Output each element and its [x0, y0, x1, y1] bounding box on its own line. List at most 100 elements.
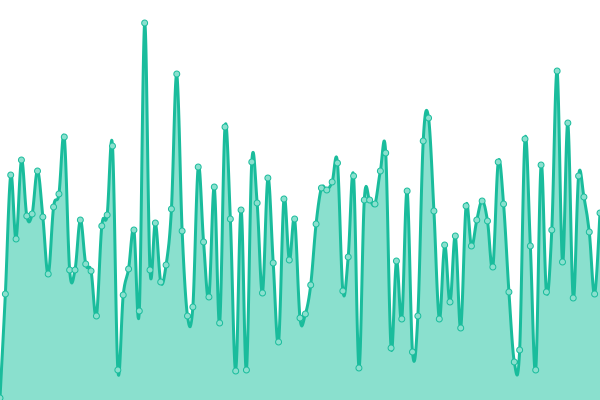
data-point-21: [109, 142, 116, 150]
data-point-61: [323, 186, 331, 194]
data-point-43: [226, 215, 234, 223]
data-point-64: [339, 287, 347, 295]
data-point-77: [409, 348, 416, 356]
data-point-26: [135, 307, 143, 315]
data-point-40: [210, 183, 218, 191]
data-point-44: [232, 367, 240, 375]
data-point-42: [221, 123, 229, 131]
data-point-22: [114, 366, 122, 374]
data-point-98: [521, 135, 529, 143]
data-point-73: [387, 344, 395, 352]
data-point-85: [451, 232, 459, 240]
data-point-46: [242, 366, 250, 374]
data-point-17: [87, 267, 95, 275]
data-point-81: [430, 207, 438, 215]
data-point-57: [301, 310, 309, 318]
data-point-37: [194, 163, 202, 171]
data-point-96: [510, 358, 518, 366]
data-point-3: [12, 235, 20, 243]
data-point-28: [146, 266, 154, 274]
data-point-107: [569, 294, 577, 302]
data-point-112: [596, 209, 600, 217]
data-point-69: [366, 196, 374, 204]
data-point-35: [184, 312, 191, 320]
data-point-53: [280, 195, 288, 203]
data-point-49: [259, 289, 266, 297]
data-point-0: [0, 394, 4, 400]
data-point-86: [457, 324, 465, 332]
data-point-56: [296, 314, 304, 322]
data-point-91: [484, 217, 491, 225]
data-point-39: [205, 293, 213, 301]
data-point-7: [34, 167, 41, 175]
data-point-104: [553, 67, 561, 75]
data-point-103: [548, 226, 556, 234]
data-point-102: [542, 288, 550, 296]
data-point-72: [382, 149, 390, 157]
data-point-24: [125, 265, 133, 273]
data-point-50: [264, 174, 272, 182]
data-point-95: [505, 288, 513, 296]
data-point-45: [237, 206, 245, 214]
data-point-36: [189, 303, 197, 311]
data-point-10: [50, 203, 58, 211]
data-point-84: [446, 298, 454, 306]
data-point-100: [532, 366, 540, 374]
data-point-80: [425, 114, 433, 122]
data-point-87: [462, 202, 470, 210]
data-point-55: [291, 215, 299, 223]
data-point-20: [103, 211, 111, 219]
data-point-105: [559, 258, 566, 266]
data-point-83: [441, 241, 449, 249]
data-point-94: [500, 200, 508, 208]
data-point-99: [526, 242, 534, 250]
data-point-31: [162, 261, 170, 269]
data-point-65: [344, 253, 352, 261]
data-point-101: [537, 161, 545, 169]
data-point-32: [167, 205, 175, 213]
area-fill: [0, 22, 600, 400]
data-point-34: [178, 227, 186, 235]
data-point-79: [419, 137, 427, 145]
data-point-59: [312, 220, 320, 228]
data-point-109: [580, 193, 588, 201]
data-point-18: [92, 312, 100, 320]
data-point-11: [55, 190, 63, 198]
data-point-82: [435, 315, 443, 323]
data-point-38: [200, 238, 208, 246]
data-point-14: [71, 266, 79, 274]
data-point-6: [28, 210, 36, 218]
data-point-67: [355, 364, 363, 372]
data-point-41: [216, 319, 224, 327]
data-point-33: [173, 70, 181, 78]
data-point-2: [7, 171, 15, 179]
data-point-70: [371, 200, 379, 208]
data-point-8: [39, 213, 47, 221]
data-point-75: [398, 315, 406, 323]
data-points: [0, 19, 600, 400]
data-point-71: [376, 167, 384, 175]
data-point-1: [1, 290, 9, 298]
data-point-78: [414, 312, 422, 320]
data-point-9: [44, 270, 52, 278]
data-point-62: [328, 178, 336, 186]
data-point-111: [591, 290, 599, 298]
data-point-52: [275, 338, 283, 346]
data-point-16: [82, 260, 90, 268]
data-point-88: [467, 242, 475, 250]
data-point-54: [285, 256, 293, 264]
data-point-23: [119, 291, 127, 299]
data-point-4: [17, 156, 25, 164]
data-point-66: [350, 172, 358, 180]
data-point-76: [403, 187, 411, 195]
data-point-92: [489, 263, 497, 271]
data-point-19: [98, 222, 106, 230]
data-point-106: [564, 119, 572, 127]
data-point-27: [141, 19, 149, 27]
data-point-97: [516, 346, 524, 354]
data-point-90: [478, 197, 486, 205]
data-point-74: [392, 257, 400, 265]
data-point-12: [60, 133, 68, 141]
data-point-63: [334, 159, 341, 167]
